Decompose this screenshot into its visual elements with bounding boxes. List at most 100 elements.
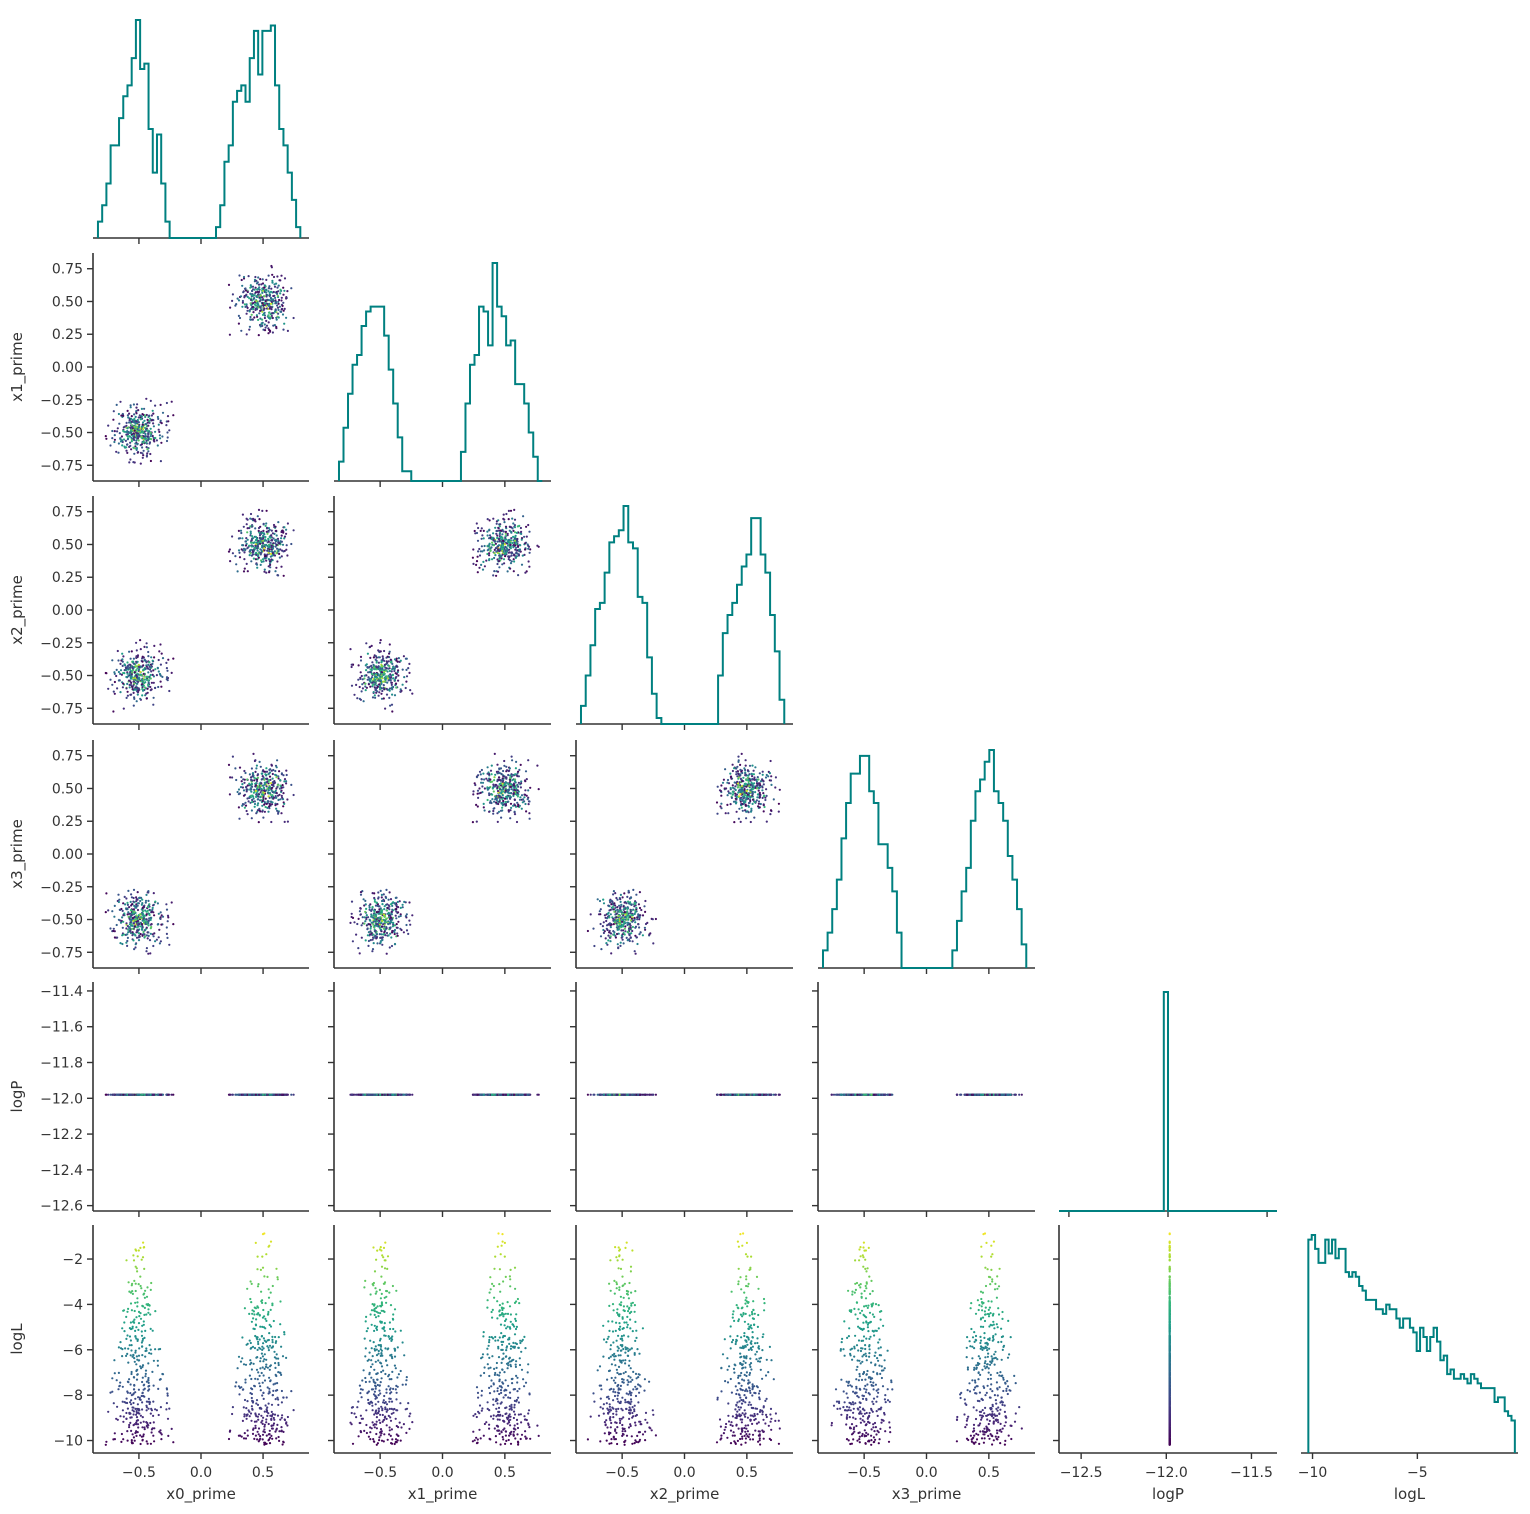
scatter-point — [615, 916, 618, 919]
scatter-point — [381, 655, 384, 658]
scatter-point — [129, 676, 132, 679]
scatter-point — [109, 927, 112, 930]
scatter-point — [511, 541, 514, 545]
scatter-point — [126, 414, 129, 417]
scatter-point — [153, 656, 156, 659]
scatter-point — [625, 936, 628, 940]
scatter-point — [524, 793, 527, 796]
scatter-point — [373, 900, 376, 903]
scatter-point — [275, 566, 278, 569]
scatter-point — [739, 768, 742, 772]
scatter-point — [121, 440, 124, 444]
scatter-point — [377, 891, 380, 894]
scatter-point — [149, 685, 152, 689]
scatter-point — [608, 909, 611, 912]
scatter-point — [269, 296, 272, 299]
scatter-point — [493, 800, 496, 803]
scatter-point — [362, 700, 365, 703]
scatter-point — [475, 803, 478, 807]
scatter-point — [388, 687, 392, 690]
scatter-point — [125, 922, 128, 925]
scatter-point — [517, 574, 520, 577]
scatter-point — [121, 926, 124, 929]
scatter-point — [147, 663, 150, 666]
scatter-point — [745, 798, 749, 801]
scatter-point — [151, 659, 154, 662]
scatter-point — [262, 542, 265, 545]
scatter-point — [148, 421, 151, 424]
scatter-point — [271, 316, 274, 320]
scatter-point — [364, 689, 367, 692]
scatter-point — [140, 896, 143, 900]
scatter-point — [266, 780, 269, 783]
scatter-point — [492, 812, 495, 815]
scatter-point — [266, 298, 269, 301]
scatter-point — [397, 657, 400, 660]
scatter-point — [275, 787, 278, 790]
scatter-point — [250, 545, 253, 548]
scatter-point — [253, 800, 256, 803]
scatter-point — [380, 925, 384, 928]
scatter-point — [394, 682, 398, 685]
scatter-point — [116, 936, 119, 939]
scatter-point — [615, 912, 618, 915]
scatter-point — [726, 778, 730, 782]
scatter-point — [277, 521, 280, 524]
scatter-point — [377, 921, 380, 925]
scatter-point — [249, 525, 252, 528]
scatter-point — [145, 950, 148, 953]
scatter-point — [271, 554, 274, 557]
scatter-point — [269, 541, 272, 544]
scatter-point — [368, 677, 371, 680]
scatter-point — [155, 674, 158, 677]
scatter-point — [496, 562, 499, 566]
scatter-point — [285, 528, 288, 531]
scatter-point — [252, 311, 255, 314]
scatter-point — [280, 555, 283, 558]
scatter-point — [769, 813, 772, 816]
scatter-point — [479, 773, 482, 776]
scatter-point — [276, 759, 279, 762]
scatter-point — [387, 898, 390, 901]
scatter-point — [731, 769, 735, 773]
scatter-point — [166, 436, 169, 439]
scatter-point — [286, 290, 289, 293]
scatter-point — [129, 444, 132, 447]
scatter-point — [495, 798, 498, 802]
scatter-point — [270, 298, 273, 301]
scatter-point — [265, 324, 269, 327]
scatter-point — [496, 786, 499, 790]
scatter-point — [482, 806, 485, 809]
scatter-point — [268, 805, 271, 808]
scatter-point — [261, 793, 265, 796]
scatter-point — [260, 283, 263, 286]
scatter-point — [493, 548, 496, 552]
scatter-point — [367, 923, 370, 926]
scatter-point — [481, 568, 485, 571]
scatter-point — [746, 776, 750, 779]
scatter-point — [145, 446, 148, 449]
scatter-point — [492, 517, 495, 520]
scatter-point — [157, 936, 160, 939]
scatter-point — [745, 785, 748, 788]
scatter-point — [740, 752, 743, 756]
scatter-point — [148, 913, 151, 917]
scatter-point — [121, 444, 124, 447]
scatter-point — [268, 559, 271, 562]
scatter-point — [137, 668, 141, 671]
scatter-point — [263, 570, 266, 573]
scatter-point — [626, 910, 629, 913]
scatter-point — [364, 685, 367, 688]
scatter-point — [501, 553, 504, 556]
scatter-point — [170, 901, 173, 904]
scatter-point — [147, 671, 150, 674]
scatter-point — [253, 541, 256, 544]
scatter-point — [253, 316, 256, 319]
scatter-point — [153, 932, 156, 935]
scatter-point — [279, 779, 282, 782]
scatter-point — [499, 535, 503, 539]
scatter-point — [132, 660, 135, 663]
scatter-point — [137, 439, 140, 442]
scatter-point — [144, 909, 147, 912]
scatter-point — [131, 927, 134, 930]
